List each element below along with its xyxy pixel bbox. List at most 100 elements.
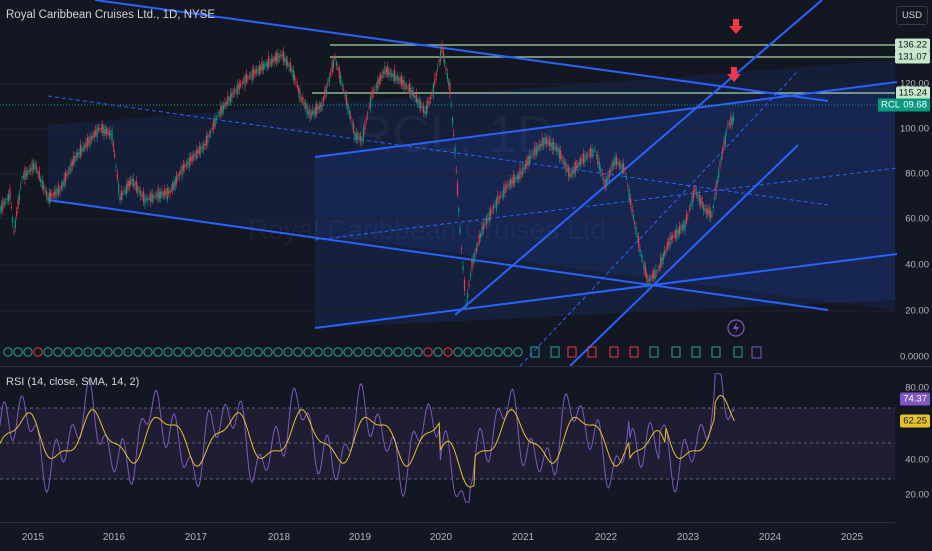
candle-body <box>328 76 330 83</box>
candle-body <box>14 220 16 228</box>
candle-body <box>621 163 623 173</box>
candle-body <box>477 244 479 247</box>
candle-body <box>35 166 38 171</box>
candle-body <box>122 193 124 196</box>
candle-body <box>572 170 574 174</box>
candle-body <box>369 96 372 109</box>
candle-body <box>551 142 553 151</box>
candle-body <box>647 278 649 287</box>
trendline <box>569 144 799 367</box>
candle-body <box>28 169 30 172</box>
candle-body <box>184 164 186 169</box>
candle-body <box>400 76 402 85</box>
candle-body <box>54 191 56 196</box>
candle-body <box>13 231 15 233</box>
earnings-marker-icon <box>173 347 183 357</box>
candle-body <box>716 180 718 184</box>
candle-body <box>500 195 502 197</box>
candle-body <box>170 189 172 191</box>
candle-body <box>475 247 477 252</box>
candle-body <box>524 163 526 170</box>
dividend-marker-icon <box>733 346 743 358</box>
candle-body <box>444 60 446 65</box>
candle-body <box>694 188 696 192</box>
rsi-title: RSI (14, close, SMA, 14, 2) <box>6 376 140 388</box>
earnings-marker-icon <box>493 347 503 357</box>
candle-body <box>425 104 427 115</box>
candle-body <box>337 68 339 70</box>
rsi-value-badge: 74.37 <box>900 392 930 406</box>
candle-body <box>710 210 712 219</box>
candle-body <box>410 87 412 95</box>
candle-body <box>312 111 314 114</box>
candle-body <box>221 106 223 114</box>
candle-body <box>669 235 671 247</box>
candle-body <box>144 196 146 205</box>
candle-body <box>237 83 239 95</box>
earnings-marker-icon <box>453 347 463 357</box>
earnings-marker-icon <box>353 347 363 357</box>
candle-body <box>515 178 517 180</box>
year-tick: 2024 <box>758 532 782 543</box>
dividend-marker-icon <box>671 346 681 358</box>
candle-body <box>50 192 52 200</box>
candle-body <box>38 170 40 180</box>
candle-body <box>324 89 326 99</box>
candle-body <box>20 186 22 188</box>
candle-body <box>635 226 637 235</box>
price-axis[interactable]: USD 120.00 100.00 80.00 60.00 40.00 20.0… <box>894 0 932 522</box>
candle-body <box>504 184 506 194</box>
candle-body <box>624 169 626 171</box>
earnings-marker-icon <box>383 347 393 357</box>
candle-body <box>198 145 200 155</box>
currency-button[interactable]: USD <box>895 6 928 25</box>
candle-body <box>44 190 46 192</box>
candle-body <box>553 141 555 151</box>
candle-body <box>665 249 667 252</box>
candle-body <box>478 234 480 244</box>
earnings-marker-icon <box>323 347 333 357</box>
candle-body <box>455 169 457 171</box>
rsi-band-fill <box>0 408 895 479</box>
candle-body <box>59 188 61 192</box>
candle-body <box>169 190 171 194</box>
candle-body <box>64 172 67 183</box>
candle-body <box>176 174 178 184</box>
candle-body <box>5 201 7 203</box>
candle-body <box>720 156 722 161</box>
candle-body <box>341 83 343 86</box>
pane-divider[interactable] <box>0 366 932 367</box>
earnings-marker-icon <box>73 347 83 357</box>
candle-body <box>560 150 562 159</box>
candle-body <box>445 67 447 70</box>
candle-body <box>399 77 401 84</box>
candle-body <box>316 103 318 114</box>
candle-body <box>100 127 102 130</box>
candle-body <box>17 199 19 209</box>
candle-body <box>484 223 486 226</box>
candle-body <box>612 161 615 167</box>
candle-body <box>392 74 394 77</box>
price-tick: 120.00 <box>899 78 929 90</box>
candle-body <box>3 202 5 205</box>
down-arrow-icon <box>727 67 741 82</box>
candle-body <box>391 72 393 77</box>
candle-body <box>73 156 75 165</box>
candle-body <box>51 194 53 197</box>
candle-body <box>372 90 375 94</box>
candle-body <box>27 170 29 175</box>
candle-body <box>165 191 167 195</box>
candle-body <box>590 147 592 158</box>
candle-body <box>138 190 140 192</box>
earnings-marker-icon <box>3 347 13 357</box>
candle-body <box>204 143 206 146</box>
level-badge: 131.07 <box>894 50 930 64</box>
candle-body <box>561 156 563 160</box>
candle-body <box>498 197 500 199</box>
candle-body <box>153 195 155 198</box>
candle-body <box>614 156 616 165</box>
time-axis[interactable]: 2015 2016 2017 2018 2019 2020 2021 2022 … <box>0 522 895 551</box>
upcoming-earnings-icon <box>751 346 762 359</box>
candle-body <box>651 274 653 279</box>
